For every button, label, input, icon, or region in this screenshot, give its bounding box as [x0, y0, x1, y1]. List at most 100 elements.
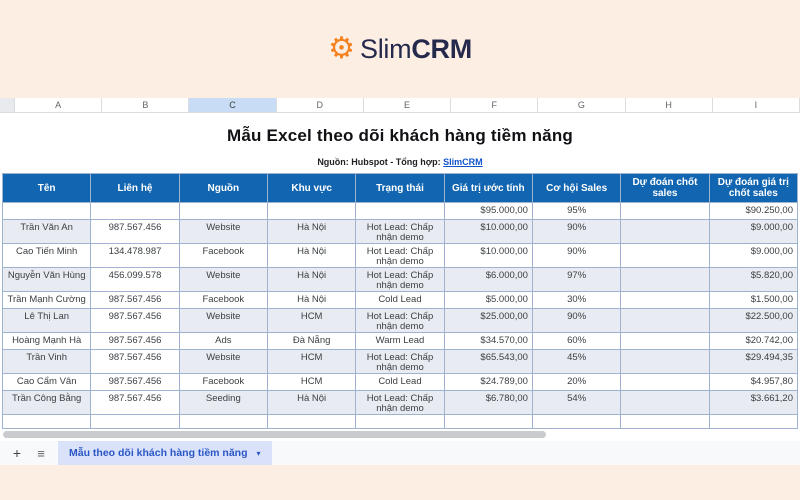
- cell-r10-c3[interactable]: [266, 414, 357, 429]
- sheet-corner-cell[interactable]: [0, 98, 15, 112]
- cell-r7-c2[interactable]: Website: [178, 349, 268, 374]
- cell-r2-c2[interactable]: Facebook: [178, 243, 268, 268]
- cell-r8-c5[interactable]: $24.789,00: [443, 373, 533, 391]
- cell-r2-c3[interactable]: Hà Nội: [266, 243, 357, 268]
- cell-r0-c6[interactable]: 95%: [531, 202, 622, 220]
- cell-r3-c8[interactable]: $5.820,00: [708, 267, 799, 292]
- cell-r3-c5[interactable]: $6.000,00: [443, 267, 533, 292]
- cell-r7-c5[interactable]: $65.543,00: [443, 349, 533, 374]
- cell-r6-c1[interactable]: 987.567.456: [90, 332, 180, 350]
- cell-r0-c4[interactable]: [355, 202, 445, 220]
- column-letter-H[interactable]: H: [626, 98, 713, 112]
- cell-r2-c6[interactable]: 90%: [531, 243, 622, 268]
- cell-r1-c6[interactable]: 90%: [531, 219, 622, 244]
- cell-r4-c7[interactable]: [620, 291, 710, 309]
- cell-r7-c1[interactable]: 987.567.456: [90, 349, 180, 374]
- cell-r8-c4[interactable]: Cold Lead: [355, 373, 445, 391]
- cell-r9-c0[interactable]: Trần Công Bằng: [1, 390, 92, 415]
- column-letter-I[interactable]: I: [713, 98, 800, 112]
- cell-r8-c8[interactable]: $4.957,80: [708, 373, 799, 391]
- cell-r10-c7[interactable]: [620, 414, 710, 429]
- cell-r1-c8[interactable]: $9.000,00: [708, 219, 799, 244]
- cell-r9-c8[interactable]: $3.661,20: [708, 390, 799, 415]
- cell-r3-c0[interactable]: Nguyễn Văn Hùng: [1, 267, 92, 292]
- cell-r5-c2[interactable]: Website: [178, 308, 268, 333]
- cell-r6-c3[interactable]: Đà Nẵng: [266, 332, 357, 350]
- cell-r6-c7[interactable]: [620, 332, 710, 350]
- cell-r1-c5[interactable]: $10.000,00: [443, 219, 533, 244]
- cell-r4-c5[interactable]: $5.000,00: [443, 291, 533, 309]
- cell-r2-c1[interactable]: 134.478.987: [90, 243, 180, 268]
- cell-r1-c1[interactable]: 987.567.456: [90, 219, 180, 244]
- cell-r6-c8[interactable]: $20.742,00: [708, 332, 799, 350]
- column-letter-A[interactable]: A: [15, 98, 103, 112]
- cell-r4-c2[interactable]: Facebook: [178, 291, 268, 309]
- cell-r7-c3[interactable]: HCM: [266, 349, 357, 374]
- cell-r1-c7[interactable]: [620, 219, 710, 244]
- cell-r10-c0[interactable]: [1, 414, 92, 429]
- cell-r5-c7[interactable]: [620, 308, 710, 333]
- cell-r0-c3[interactable]: [266, 202, 357, 220]
- cell-r5-c1[interactable]: 987.567.456: [90, 308, 180, 333]
- cell-r1-c2[interactable]: Website: [178, 219, 268, 244]
- cell-r6-c6[interactable]: 60%: [531, 332, 622, 350]
- cell-r3-c7[interactable]: [620, 267, 710, 292]
- cell-r5-c6[interactable]: 90%: [531, 308, 622, 333]
- cell-r9-c2[interactable]: Seeding: [178, 390, 268, 415]
- cell-r4-c3[interactable]: Hà Nội: [266, 291, 357, 309]
- cell-r9-c7[interactable]: [620, 390, 710, 415]
- cell-r6-c2[interactable]: Ads: [178, 332, 268, 350]
- cell-r7-c4[interactable]: Hot Lead: Chấp nhận demo: [355, 349, 445, 374]
- slimcrm-link[interactable]: SlimCRM: [443, 157, 483, 167]
- cell-r4-c4[interactable]: Cold Lead: [355, 291, 445, 309]
- cell-r6-c4[interactable]: Warm Lead: [355, 332, 445, 350]
- cell-r6-c5[interactable]: $34.570,00: [443, 332, 533, 350]
- cell-r5-c0[interactable]: Lê Thị Lan: [1, 308, 92, 333]
- cell-r3-c2[interactable]: Website: [178, 267, 268, 292]
- cell-r3-c4[interactable]: Hot Lead: Chấp nhận demo: [355, 267, 445, 292]
- cell-r0-c7[interactable]: [620, 202, 710, 220]
- cell-r5-c8[interactable]: $22.500,00: [708, 308, 799, 333]
- cell-r1-c0[interactable]: Trần Văn An: [1, 219, 92, 244]
- cell-r6-c0[interactable]: Hoàng Mạnh Hà: [1, 332, 92, 350]
- cell-r4-c1[interactable]: 987.567.456: [90, 291, 180, 309]
- cell-r1-c4[interactable]: Hot Lead: Chấp nhận demo: [355, 219, 445, 244]
- cell-r7-c6[interactable]: 45%: [531, 349, 622, 374]
- cell-r8-c1[interactable]: 987.567.456: [90, 373, 180, 391]
- add-sheet-button[interactable]: +: [12, 445, 22, 461]
- cell-r0-c0[interactable]: [1, 202, 92, 220]
- cell-r2-c0[interactable]: Cao Tiến Minh: [1, 243, 92, 268]
- cell-r7-c0[interactable]: Trần Vinh: [1, 349, 92, 374]
- cell-r4-c0[interactable]: Trần Mạnh Cường: [1, 291, 92, 309]
- column-letter-C[interactable]: C: [189, 98, 277, 112]
- cell-r8-c7[interactable]: [620, 373, 710, 391]
- column-letter-F[interactable]: F: [451, 98, 539, 112]
- cell-r4-c8[interactable]: $1.500,00: [708, 291, 799, 309]
- cell-r2-c4[interactable]: Hot Lead: Chấp nhận demo: [355, 243, 445, 268]
- cell-r2-c7[interactable]: [620, 243, 710, 268]
- column-letter-G[interactable]: G: [538, 98, 626, 112]
- cell-r9-c3[interactable]: Hà Nội: [266, 390, 357, 415]
- cell-r3-c6[interactable]: 97%: [531, 267, 622, 292]
- cell-r3-c3[interactable]: Hà Nội: [266, 267, 357, 292]
- cell-r10-c1[interactable]: [90, 414, 180, 429]
- cell-r0-c1[interactable]: [90, 202, 180, 220]
- cell-r8-c0[interactable]: Cao Cẩm Vân: [1, 373, 92, 391]
- cell-r9-c5[interactable]: $6.780,00: [443, 390, 533, 415]
- all-sheets-menu-icon[interactable]: ≡: [37, 445, 45, 461]
- cell-r2-c8[interactable]: $9.000,00: [708, 243, 799, 268]
- cell-r8-c2[interactable]: Facebook: [178, 373, 268, 391]
- cell-r0-c5[interactable]: $95.000,00: [443, 202, 533, 220]
- cell-r4-c6[interactable]: 30%: [531, 291, 622, 309]
- cell-r8-c3[interactable]: HCM: [266, 373, 357, 391]
- cell-r5-c4[interactable]: Hot Lead: Chấp nhận demo: [355, 308, 445, 333]
- active-sheet-tab[interactable]: Mẫu theo dõi khách hàng tiềm năng ▾: [58, 441, 272, 465]
- cell-r7-c7[interactable]: [620, 349, 710, 374]
- cell-r0-c8[interactable]: $90.250,00: [708, 202, 799, 220]
- cell-r2-c5[interactable]: $10.000,00: [443, 243, 533, 268]
- cell-r7-c8[interactable]: $29.494,35: [708, 349, 799, 374]
- column-letter-E[interactable]: E: [364, 98, 452, 112]
- cell-r10-c4[interactable]: [355, 414, 445, 429]
- cell-r5-c5[interactable]: $25.000,00: [443, 308, 533, 333]
- cell-r3-c1[interactable]: 456.099.578: [90, 267, 180, 292]
